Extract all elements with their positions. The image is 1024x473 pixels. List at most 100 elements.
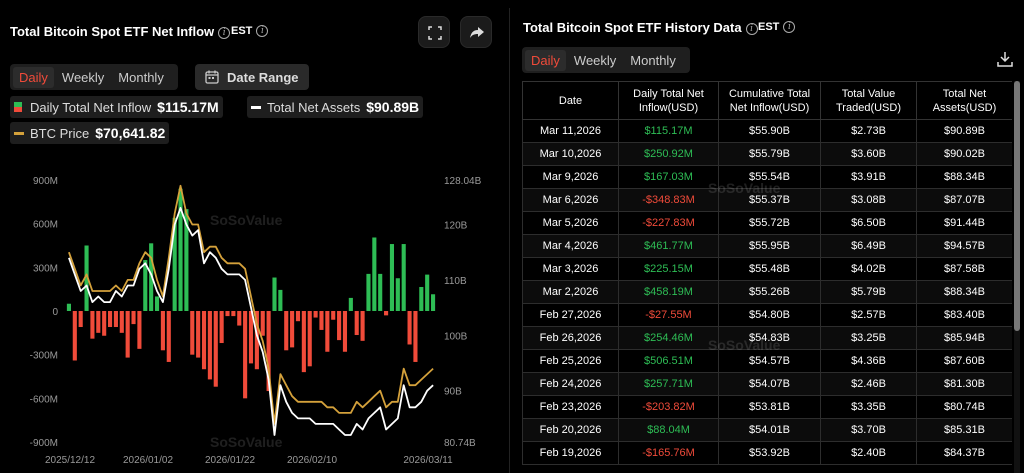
cell-net-assets: $85.31B bbox=[916, 418, 1012, 442]
chart-title: Total Bitcoin Spot ETF Net Inflow i bbox=[10, 24, 231, 39]
inflow-bar bbox=[90, 311, 95, 339]
cell-value-traded: $3.25B bbox=[820, 326, 917, 350]
col-header-cumulative-inflow[interactable]: Cumulative Total Net Inflow(USD) bbox=[718, 81, 821, 120]
legend-btc[interactable]: BTC Price $70,641.82 bbox=[10, 122, 170, 144]
tab-daily[interactable]: Daily bbox=[13, 66, 54, 88]
scrollbar-thumb[interactable] bbox=[1014, 81, 1020, 331]
col-header-value-traded[interactable]: Total Value Traded(USD) bbox=[820, 81, 917, 120]
tab-monthly[interactable]: Monthly bbox=[118, 69, 164, 85]
panel-divider bbox=[509, 8, 510, 473]
history-tab-weekly[interactable]: Weekly bbox=[573, 52, 617, 68]
table-row[interactable]: Feb 23,2026 -$203.82M $53.81B $3.35B $80.74B bbox=[522, 395, 1012, 419]
inflow-bar bbox=[366, 273, 371, 311]
table-row[interactable]: Mar 11,2026 $115.17M $55.90B $2.73B $90.89B bbox=[522, 119, 1012, 143]
timezone-info-icon[interactable]: i bbox=[256, 25, 269, 37]
inflow-bar bbox=[354, 311, 359, 336]
y-left-tick-label: 300M bbox=[33, 263, 58, 274]
cell-net-assets: $94.57B bbox=[916, 234, 1012, 258]
inflow-bar bbox=[248, 311, 254, 364]
inflow-bar bbox=[231, 311, 236, 317]
table-row[interactable]: Mar 4,2026 $461.77M $55.95B $6.49B $94.57B bbox=[522, 234, 1012, 258]
tab-weekly[interactable]: Weekly bbox=[61, 69, 105, 85]
table-row[interactable]: Mar 6,2026 -$348.83M $55.37B $3.08B $87.07B bbox=[522, 188, 1012, 212]
history-info-icon[interactable]: i bbox=[745, 23, 758, 35]
inflow-bar bbox=[295, 311, 301, 322]
table-row[interactable]: Feb 20,2026 $88.04M $54.01B $3.70B $85.31B bbox=[522, 418, 1012, 442]
legend-inflow[interactable]: Daily Total Net Inflow $115.17M bbox=[10, 96, 223, 118]
info-icon[interactable]: i bbox=[218, 27, 231, 39]
y-left-tick-label: 900M bbox=[33, 176, 58, 187]
history-period-tabs: Daily Weekly Monthly bbox=[522, 47, 690, 73]
inflow-bar bbox=[401, 244, 406, 311]
cell-value-traded: $5.79B bbox=[820, 280, 917, 304]
watermark-bottom: SoSoValue bbox=[210, 434, 283, 450]
history-table-wrapper[interactable]: Date Daily Total Net Inflow(USD) Cumulat… bbox=[522, 81, 1012, 473]
cell-net-assets: $88.34B bbox=[916, 165, 1012, 189]
share-button[interactable] bbox=[460, 16, 492, 48]
cell-value-traded: $4.36B bbox=[820, 349, 917, 373]
x-tick-label: 2026/01/22 bbox=[205, 455, 255, 466]
share-icon bbox=[470, 27, 484, 38]
inflow-bar bbox=[125, 311, 130, 358]
download-button[interactable] bbox=[996, 50, 1016, 70]
date-range-button[interactable]: Date Range bbox=[195, 64, 309, 90]
table-body: Mar 11,2026 $115.17M $55.90B $2.73B $90.89B M… bbox=[522, 119, 1012, 465]
cell-value-traded: $3.91B bbox=[820, 165, 917, 189]
cell-daily-inflow: $115.17M bbox=[618, 119, 719, 143]
inflow-bar bbox=[102, 311, 107, 336]
inflow-bar bbox=[113, 311, 118, 328]
cell-date: Mar 2,2026 bbox=[522, 280, 619, 304]
inflow-bar bbox=[384, 311, 389, 316]
cell-cumulative-inflow: $55.26B bbox=[718, 280, 821, 304]
inflow-bar bbox=[337, 311, 342, 341]
inflow-swatch-icon bbox=[14, 102, 22, 112]
inflow-bar bbox=[160, 311, 165, 351]
inflow-bar bbox=[413, 311, 418, 362]
cell-value-traded: $4.02B bbox=[820, 257, 917, 281]
inflow-bar bbox=[178, 188, 183, 311]
table-row[interactable]: Feb 24,2026 $257.71M $54.07B $2.46B $81.30B bbox=[522, 372, 1012, 396]
cell-date: Mar 4,2026 bbox=[522, 234, 619, 258]
y-right-tick-label: 128.04B bbox=[444, 176, 482, 187]
table-row[interactable]: Mar 2,2026 $458.19M $55.26B $5.79B $88.34B bbox=[522, 280, 1012, 304]
table-row[interactable]: Mar 9,2026 $167.03M $55.54B $3.91B $88.34B bbox=[522, 165, 1012, 189]
table-row[interactable]: Feb 27,2026 -$27.55M $54.80B $2.57B $83.40B bbox=[522, 303, 1012, 327]
table-row[interactable]: Feb 26,2026 $254.46M $54.83B $3.25B $85.94B bbox=[522, 326, 1012, 350]
col-header-daily-inflow[interactable]: Daily Total Net Inflow(USD) bbox=[618, 81, 719, 120]
legend-assets[interactable]: Total Net Assets $90.89B bbox=[247, 96, 424, 118]
inflow-bar bbox=[278, 289, 283, 311]
col-header-net-assets[interactable]: Total Net Assets(USD) bbox=[916, 81, 1012, 120]
table-row[interactable]: Feb 19,2026 -$165.76M $53.92B $2.40B $84.37B bbox=[522, 441, 1012, 465]
inflow-bar bbox=[190, 311, 195, 355]
table-watermark-top: SoSoValue bbox=[708, 180, 781, 196]
y-right-tick-label: 90B bbox=[444, 387, 462, 398]
history-tab-monthly[interactable]: Monthly bbox=[630, 52, 676, 68]
fullscreen-button[interactable] bbox=[418, 16, 450, 48]
inflow-bar bbox=[348, 297, 353, 311]
cell-daily-inflow: $250.92M bbox=[618, 142, 719, 166]
col-header-date[interactable]: Date bbox=[522, 81, 619, 120]
cell-net-assets: $91.44B bbox=[916, 211, 1012, 235]
table-row[interactable]: Mar 3,2026 $225.15M $55.48B $4.02B $87.58B bbox=[522, 257, 1012, 281]
inflow-bar bbox=[266, 311, 271, 392]
cell-daily-inflow: $506.51M bbox=[618, 349, 719, 373]
cell-date: Feb 20,2026 bbox=[522, 418, 619, 442]
timezone-text: EST bbox=[231, 25, 253, 37]
inflow-bar bbox=[301, 311, 306, 373]
cell-cumulative-inflow: $55.95B bbox=[718, 234, 821, 258]
table-row[interactable]: Mar 10,2026 $250.92M $55.79B $3.60B $90.02B bbox=[522, 142, 1012, 166]
inflow-chart[interactable]: 900M 600M 300M 0 -300M -600M -900M 128.04B 120B 1… bbox=[0, 160, 508, 473]
table-row[interactable]: Mar 5,2026 -$227.83M $55.72B $6.50B $91.44B bbox=[522, 211, 1012, 235]
cell-date: Feb 19,2026 bbox=[522, 441, 619, 465]
legend-assets-value: $90.89B bbox=[366, 99, 420, 115]
inflow-bar bbox=[307, 311, 312, 367]
inflow-bar bbox=[207, 311, 212, 380]
cell-date: Mar 6,2026 bbox=[522, 188, 619, 212]
history-timezone-info-icon[interactable]: i bbox=[783, 21, 796, 33]
inflow-bar bbox=[201, 311, 207, 370]
y-left-tick-label: -600M bbox=[30, 394, 58, 405]
table-scrollbar[interactable] bbox=[1014, 81, 1020, 473]
y-left-tick-label: -900M bbox=[30, 438, 58, 449]
inflow-bar bbox=[425, 274, 430, 311]
history-tab-daily[interactable]: Daily bbox=[525, 49, 566, 71]
